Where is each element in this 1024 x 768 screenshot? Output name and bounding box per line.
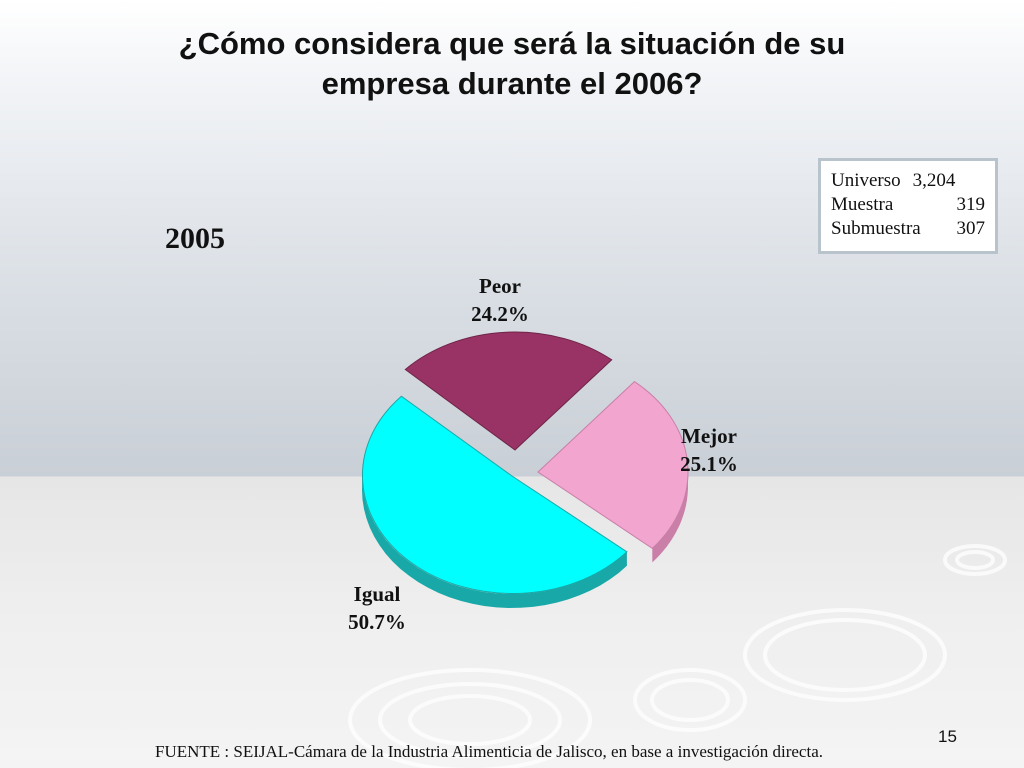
sample-row-universo: Universo 3,204 xyxy=(831,169,985,193)
sample-label: Universo xyxy=(831,170,901,191)
slice-label-peor: Peor 24.2% xyxy=(455,272,545,328)
pie-slice-peor xyxy=(404,331,613,451)
slide-title-line-2: empresa durante el 2006? xyxy=(321,66,703,101)
year-label: 2005 xyxy=(165,222,225,255)
sample-row-submuestra: Submuestra 307 xyxy=(831,217,985,241)
source-footnote: FUENTE : SEIJAL-Cámara de la Industria A… xyxy=(155,742,823,761)
pie-slice-mejor xyxy=(537,380,689,550)
page-number: 15 xyxy=(938,727,957,746)
sample-value: 319 xyxy=(956,194,986,215)
slice-percent: 25.1% xyxy=(680,452,738,476)
slice-name: Igual xyxy=(353,582,401,606)
slice-name: Peor xyxy=(479,274,521,298)
slide-title: ¿Cómo considera que será la situación de… xyxy=(40,24,984,104)
slide-title-line-1: ¿Cómo considera que será la situación de… xyxy=(178,26,846,61)
sample-row-muestra: Muestra 319 xyxy=(831,193,985,217)
sample-info-box: Universo 3,204 Muestra 319 Submuestra 30… xyxy=(818,158,998,254)
pie-slice-igual xyxy=(361,395,628,595)
slice-percent: 24.2% xyxy=(471,302,529,326)
pie-slice-side-igual xyxy=(362,476,627,608)
slice-label-mejor: Mejor 25.1% xyxy=(664,422,754,478)
sample-label: Muestra xyxy=(831,194,894,215)
sample-label: Submuestra xyxy=(831,218,921,239)
slice-percent: 50.7% xyxy=(348,610,406,634)
sample-value: 3,204 xyxy=(912,170,956,191)
sample-value: 307 xyxy=(956,218,986,239)
slice-name: Mejor xyxy=(681,424,737,448)
slice-label-igual: Igual 50.7% xyxy=(332,580,422,636)
